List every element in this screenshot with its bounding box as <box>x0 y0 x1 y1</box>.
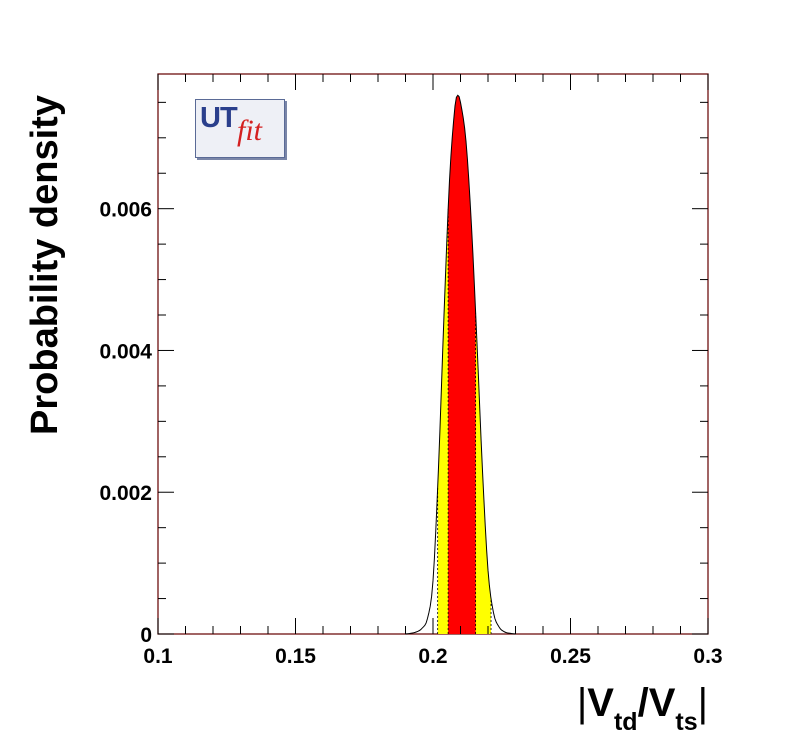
x-tick-label: 0.25 <box>550 645 591 668</box>
x-tick-label: 0.15 <box>275 645 316 668</box>
density-curve <box>405 94 516 635</box>
plot-frame <box>157 73 709 635</box>
x-axis-title: |Vtd/Vts| <box>577 681 708 736</box>
y-tick-label: 0 <box>140 624 152 647</box>
y-tick-label: 0.006 <box>99 199 152 222</box>
utfit-logo: UT fit <box>195 99 285 158</box>
logo-ut-text: UT <box>200 102 238 134</box>
band-1 <box>448 95 476 634</box>
x-tick-label: 0.1 <box>143 645 173 668</box>
y-tick-label: 0.004 <box>99 340 152 363</box>
x-tick-label: 0.2 <box>418 645 447 668</box>
logo-fit-text: fit <box>237 114 263 147</box>
y-axis-title: Probability density <box>24 95 66 435</box>
x-tick-label: 0.3 <box>693 645 722 668</box>
y-tick-label: 0.002 <box>99 482 152 505</box>
